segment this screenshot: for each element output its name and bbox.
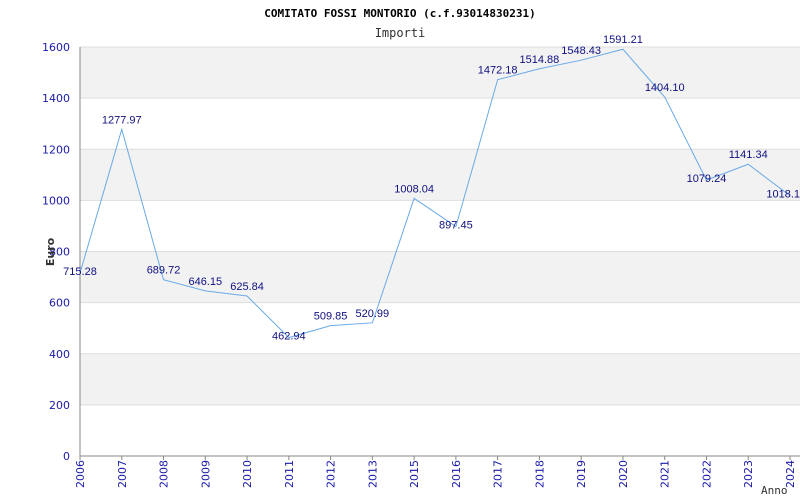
x-tick-label: 2008 — [158, 460, 171, 488]
data-label: 1472.18 — [478, 65, 518, 77]
y-tick-label: 200 — [49, 399, 70, 412]
x-tick-label: 2018 — [533, 460, 546, 488]
x-tick-label: 2012 — [325, 460, 338, 488]
y-tick-labels: 0 200 400 600 800 1000 1200 1400 1600 — [42, 41, 70, 463]
data-label: 1591.21 — [603, 34, 643, 46]
y-tick-label: 600 — [49, 297, 70, 310]
x-tick-label: 2011 — [283, 460, 296, 488]
data-label: 1404.10 — [645, 82, 685, 94]
data-label: 689.72 — [147, 265, 181, 277]
x-tick-label: 2009 — [199, 460, 212, 488]
data-label: 509.85 — [314, 311, 348, 323]
x-tick-label: 2024 — [784, 460, 797, 488]
x-axis-label: Anno — [761, 484, 788, 497]
x-tick-label: 2023 — [742, 460, 755, 488]
data-label: 715.28 — [63, 266, 97, 278]
x-tick-label: 2017 — [492, 460, 505, 488]
y-tick-label: 1200 — [42, 143, 70, 156]
y-tick-label: 1000 — [42, 194, 70, 207]
data-label: 462.94 — [272, 331, 306, 343]
data-label: 1548.43 — [561, 45, 601, 57]
data-label: 1141.34 — [729, 149, 768, 161]
data-labels: 715.28 1277.97 689.72 646.15 625.84 462.94 509… — [63, 34, 800, 342]
y-tick-label: 800 — [49, 246, 70, 259]
background-bands — [80, 47, 800, 405]
data-label: 646.15 — [188, 276, 222, 288]
data-label: 1079.24 — [687, 173, 727, 185]
data-label: 897.45 — [439, 220, 473, 232]
y-tick-label: 0 — [63, 450, 70, 463]
x-tick-label: 2019 — [575, 460, 588, 488]
grid-band — [80, 353, 800, 405]
data-label: 1514.88 — [520, 54, 560, 66]
y-tick-label: 1400 — [42, 92, 70, 105]
y-tick-label: 1600 — [42, 41, 70, 54]
y-axis-label: Euro — [44, 237, 57, 266]
x-tick-label: 2016 — [450, 460, 463, 488]
x-tick-label: 2010 — [241, 460, 254, 488]
x-tick-label: 2015 — [408, 460, 421, 488]
data-label: 1018.1 — [766, 189, 800, 201]
x-tick-labels: 2006 2007 2008 2009 2010 2011 2012 2013 2015 2016… — [74, 456, 797, 488]
y-tick-label: 400 — [49, 348, 70, 361]
x-tick-label: 2007 — [116, 460, 129, 488]
grid-band — [80, 149, 800, 201]
x-tick-label: 2020 — [617, 460, 630, 488]
grid-band — [80, 251, 800, 303]
chart-subtitle: Importi — [375, 26, 426, 40]
grid-band — [80, 47, 800, 99]
x-tick-label: 2006 — [74, 460, 87, 488]
data-label: 1008.04 — [394, 183, 434, 195]
data-label: 1277.97 — [102, 114, 142, 126]
x-tick-label: 2022 — [700, 460, 713, 488]
data-label: 520.99 — [356, 308, 390, 320]
chart-title: COMITATO FOSSI MONTORIO (c.f.93014830231… — [264, 7, 536, 20]
data-label: 625.84 — [230, 281, 264, 293]
series-line — [79, 48, 791, 339]
x-tick-label: 2021 — [659, 460, 672, 488]
x-tick-label: 2013 — [366, 460, 379, 488]
